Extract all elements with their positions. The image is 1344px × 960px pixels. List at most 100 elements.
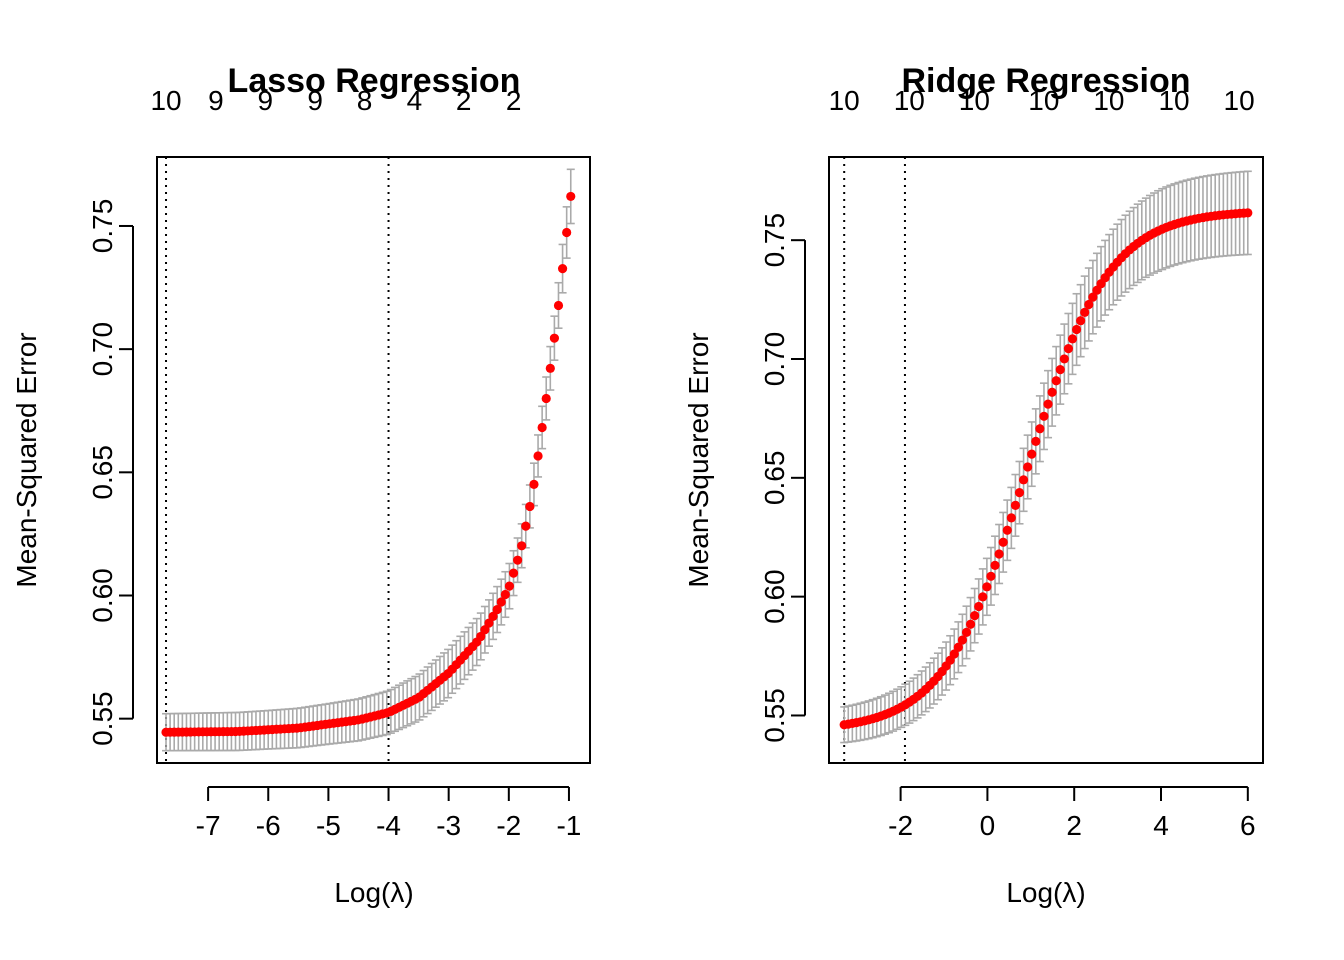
ridge-data-point	[1067, 334, 1078, 344]
ridge-x-tick-label: 0	[980, 810, 996, 841]
lasso-x-tick-label: -1	[556, 810, 581, 841]
lasso-x-tick-label: -5	[316, 810, 341, 841]
ridge-data-point	[1076, 316, 1086, 326]
ridge-data-point	[1080, 307, 1090, 317]
lasso-data-point	[504, 581, 515, 591]
ridge-title: Ridge Regression	[901, 62, 1190, 100]
ridge-data-point	[998, 537, 1008, 547]
ridge-y-tick-label: 0.75	[759, 213, 790, 267]
lasso-y-tick-label: 0.55	[87, 691, 118, 746]
ridge-data-point	[986, 571, 996, 581]
ridge-top-tick-label: 10	[1028, 85, 1059, 116]
ridge-data-point	[1055, 365, 1065, 375]
ridge-y-axis-label: Mean-Squared Error	[683, 332, 714, 587]
ridge-data-point	[957, 635, 968, 645]
lasso-data-point	[476, 631, 486, 642]
ridge-plot-frame	[828, 156, 1264, 764]
ridge-data-point	[1006, 513, 1016, 523]
ridge-x-tick-label: 4	[1153, 810, 1169, 841]
ridge-data-point	[978, 592, 988, 602]
ridge-data-point	[1243, 208, 1253, 218]
ridge-data-point	[1023, 462, 1033, 472]
lasso-plot-frame	[156, 156, 591, 764]
ridge-top-tick-label: 10	[829, 85, 860, 116]
ridge-data-point	[1071, 324, 1082, 335]
ridge-data-point	[1031, 436, 1041, 446]
ridge-panel: Ridge Regression Log(λ) Mean-Squared Err…	[683, 62, 1264, 908]
ridge-data-point	[1027, 449, 1037, 459]
lasso-top-tick-label: 10	[150, 85, 181, 116]
ridge-x-tick-label: 6	[1240, 810, 1256, 841]
lasso-data-point	[521, 521, 531, 531]
ridge-data-point	[1010, 500, 1021, 510]
lasso-x-axis-label: Log(λ)	[334, 877, 413, 908]
lasso-data-point	[537, 422, 547, 433]
ridge-top-tick-label: 10	[1224, 85, 1255, 116]
ridge-data-point	[1063, 344, 1074, 354]
ridge-data-point	[961, 627, 972, 637]
lasso-top-tick-label: 8	[357, 85, 373, 116]
ridge-y-tick-label: 0.65	[759, 451, 790, 506]
lasso-data-point	[525, 501, 535, 512]
ridge-x-axis-label: Log(λ)	[1006, 877, 1085, 908]
ridge-data-point	[1043, 399, 1053, 409]
ridge-data-point	[970, 611, 980, 621]
lasso-data-point	[529, 479, 539, 490]
lasso-data-point	[500, 589, 510, 600]
ridge-data-point	[1047, 387, 1057, 397]
ridge-data-point	[1014, 488, 1025, 498]
lasso-data-point	[513, 555, 523, 565]
lasso-points	[161, 191, 576, 737]
ridge-y-tick-label: 0.60	[759, 569, 790, 624]
lasso-y-tick-label: 0.60	[87, 568, 118, 623]
ridge-data-point	[1084, 299, 1094, 310]
lasso-data-point	[553, 300, 564, 311]
ridge-plot-area: -2 0 2 4 6 0.55 0.60 0.65 0.70 0.75 10 10 10 10 10 10 10	[759, 85, 1264, 841]
ridge-top-tick-label: 10	[894, 85, 925, 116]
ridge-points	[839, 208, 1253, 730]
lasso-top-tick-label: 9	[208, 85, 224, 116]
lasso-data-point	[480, 625, 490, 635]
lasso-y-tick-label: 0.75	[87, 199, 118, 254]
ridge-data-point	[965, 619, 976, 629]
ridge-data-point	[1088, 292, 1098, 302]
lasso-data-point	[517, 541, 527, 551]
ridge-data-point	[949, 649, 959, 659]
ridge-data-point	[1018, 475, 1029, 485]
ridge-top-tick-label: 10	[959, 85, 990, 116]
lasso-x-tick-label: -3	[436, 810, 461, 841]
lasso-x-tick-label: -4	[376, 810, 401, 841]
lasso-data-point	[492, 604, 502, 615]
lasso-panel: Lasso Regression Log(λ) Mean-Squared Err…	[11, 62, 591, 908]
lasso-data-point	[496, 597, 506, 607]
lasso-top-tick-label: 9	[257, 85, 273, 116]
lasso-top-tick-label: 9	[307, 85, 323, 116]
lasso-title: Lasso Regression	[228, 62, 521, 100]
ridge-data-point	[1002, 525, 1012, 535]
lasso-data-point	[488, 611, 498, 621]
ridge-data-point	[953, 642, 963, 652]
lasso-plot-area: -7 -6 -5 -4 -3 -2 -1 0.55 0.60 0.65 0.70 0.75 10 9 9 9 8…	[87, 85, 591, 841]
ridge-data-point	[1035, 424, 1045, 434]
ridge-data-point	[982, 582, 992, 592]
ridge-x-tick-label: -2	[888, 810, 913, 841]
lasso-data-point	[541, 393, 551, 404]
ridge-data-point	[1039, 411, 1049, 421]
lasso-y-tick-label: 0.65	[87, 445, 118, 500]
lasso-data-point	[566, 191, 576, 202]
ridge-data-point	[1059, 354, 1069, 364]
lasso-data-point	[549, 333, 560, 343]
ridge-top-tick-label: 10	[1093, 85, 1124, 116]
lasso-data-point	[562, 227, 572, 238]
ridge-top-tick-label: 10	[1158, 85, 1189, 116]
lasso-data-point	[508, 568, 519, 578]
lasso-x-tick-label: -7	[196, 810, 221, 841]
ridge-data-point	[974, 601, 984, 612]
ridge-y-tick-label: 0.55	[759, 688, 790, 743]
lasso-x-tick-label: -2	[496, 810, 521, 841]
lasso-top-tick-label: 4	[407, 85, 423, 116]
lasso-data-point	[545, 363, 555, 373]
lasso-y-axis-label: Mean-Squared Error	[11, 332, 42, 587]
